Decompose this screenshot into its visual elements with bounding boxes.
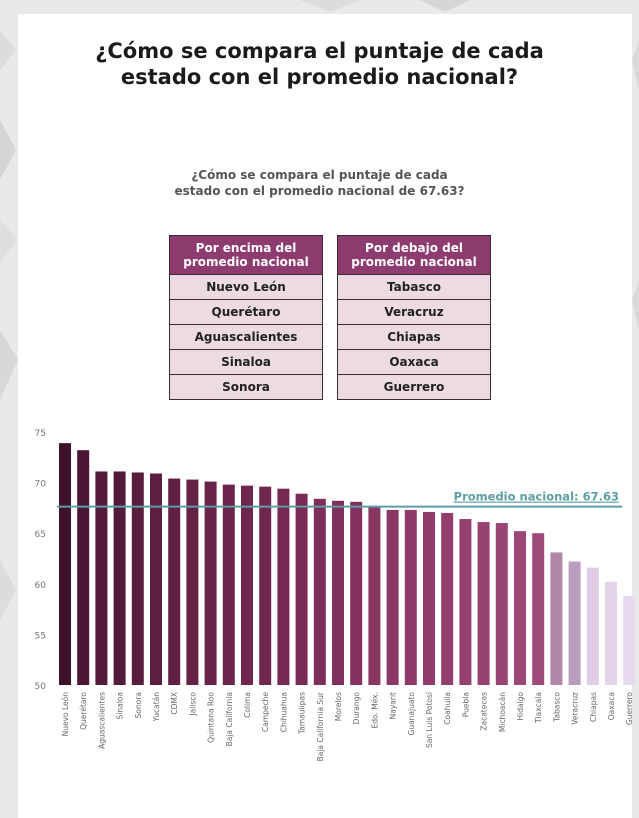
bar (368, 506, 381, 685)
table-cell: Querétaro (169, 299, 323, 325)
x-tick-label: Guerrero (625, 692, 634, 726)
below-header-line2: promedio nacional (351, 255, 477, 269)
section-subtitle: ¿Cómo se compara el puntaje de cada esta… (0, 167, 639, 199)
x-tick-label: Quintana Roo (207, 692, 216, 743)
bar (605, 581, 617, 685)
bar (77, 450, 90, 685)
below-average-table: Por debajo del promedio nacional Tabasco… (337, 235, 491, 400)
table-cell: Chiapas (337, 324, 491, 350)
bar (241, 485, 253, 685)
page-title: ¿Cómo se compara el puntaje de cada esta… (0, 38, 639, 90)
below-average-header: Por debajo del promedio nacional (337, 235, 491, 275)
table-cell: Guerrero (337, 374, 491, 400)
table-cell: Aguascalientes (169, 324, 323, 350)
x-tick-label: Jalisco (188, 692, 197, 717)
x-tick-label: Hidalgo (516, 692, 525, 721)
x-tick-label: Edo. Méx. (370, 692, 379, 729)
bar (495, 523, 508, 685)
bar (586, 567, 599, 685)
bar (168, 478, 181, 685)
x-tick-label: Nuevo León (61, 692, 70, 737)
table-cell: Sinaloa (169, 349, 323, 375)
bar (150, 473, 162, 685)
y-tick-label: 55 (35, 631, 46, 641)
bar (404, 509, 417, 685)
bar-chart: 50 55 60 65 70 75 Nuevo León Querétaro Aguascali… (35, 429, 636, 761)
bar (441, 512, 454, 685)
x-tick-label: Michoacán (498, 692, 507, 732)
x-tick-label: Morelos (334, 692, 343, 721)
x-tick-label: Yucatán (152, 692, 161, 723)
section-subtitle-line2: estado con el promedio nacional de 67.63… (174, 184, 465, 198)
bar (550, 552, 563, 685)
bar (532, 533, 545, 685)
x-tick-label: Colima (243, 692, 252, 718)
section-subtitle-line1: ¿Cómo se compara el puntaje de cada (191, 168, 448, 182)
bar (477, 522, 490, 685)
x-tick-label: Tamaulipas (298, 692, 307, 735)
bar (186, 479, 199, 685)
bar (59, 443, 71, 685)
x-tick-label: Tabasco (552, 692, 561, 723)
bar (332, 500, 344, 685)
x-tick-label: Campeche (261, 692, 270, 732)
bar (204, 481, 217, 685)
x-tick-label: Aguascalientes (97, 692, 106, 749)
x-tick-label: Baja California (225, 692, 234, 746)
bar (459, 519, 472, 685)
x-tick-label: Oaxaca (607, 692, 616, 720)
table-cell: Nuevo León (169, 274, 323, 300)
table-cell: Veracruz (337, 299, 491, 325)
x-tick-label: Guanajuato (407, 692, 416, 736)
bar (277, 488, 290, 685)
x-tick-label: Zacatecas (480, 692, 489, 731)
x-tick-label: Baja California Sur (316, 691, 325, 761)
bar (295, 493, 308, 685)
y-tick-label: 50 (35, 682, 47, 692)
x-tick-label: Puebla (461, 692, 470, 717)
bar (95, 471, 108, 685)
table-cell: Sonora (169, 374, 323, 400)
average-label: Promedio nacional: 67.63 (454, 490, 619, 504)
x-tick-label: Chihuahua (279, 692, 288, 732)
table-cell: Tabasco (337, 274, 491, 300)
y-tick-label: 75 (35, 429, 46, 439)
bar (222, 484, 235, 685)
x-tick-label: Nayarit (389, 692, 398, 719)
table-cell: Oaxaca (337, 349, 491, 375)
y-tick-label: 70 (35, 480, 47, 490)
bar (514, 531, 526, 685)
x-tick-label: San Luis Potosí (425, 691, 434, 748)
above-header-line2: promedio nacional (183, 255, 309, 269)
bar (350, 501, 363, 685)
bar (113, 471, 126, 685)
bar (313, 498, 326, 685)
above-average-table: Por encima del promedio nacional Nuevo L… (169, 235, 323, 400)
x-tick-label: Tlaxcala (534, 692, 543, 724)
above-header-line1: Por encima del (195, 241, 297, 255)
bar (259, 486, 272, 685)
below-header-line1: Por debajo del (365, 241, 463, 255)
bar (131, 472, 144, 685)
bar (568, 561, 581, 685)
bar (386, 509, 399, 685)
bar (423, 511, 435, 685)
page-title-line1: ¿Cómo se compara el puntaje de cada (95, 39, 544, 63)
x-tick-label: CDMX (170, 692, 179, 715)
x-tick-label: Veracruz (571, 692, 580, 725)
page-title-line2: estado con el promedio nacional? (120, 65, 519, 89)
x-tick-label: Querétaro (79, 692, 88, 730)
x-tick-label: Chiapas (589, 692, 598, 722)
x-tick-label: Sinaloa (116, 692, 125, 719)
y-tick-label: 65 (35, 530, 46, 540)
x-tick-label: Coahuila (443, 692, 452, 725)
x-tick-label: Durango (352, 692, 361, 725)
above-average-header: Por encima del promedio nacional (169, 235, 323, 275)
x-tick-label: Sonora (134, 692, 143, 718)
bar (623, 595, 636, 685)
y-tick-label: 60 (35, 581, 47, 591)
